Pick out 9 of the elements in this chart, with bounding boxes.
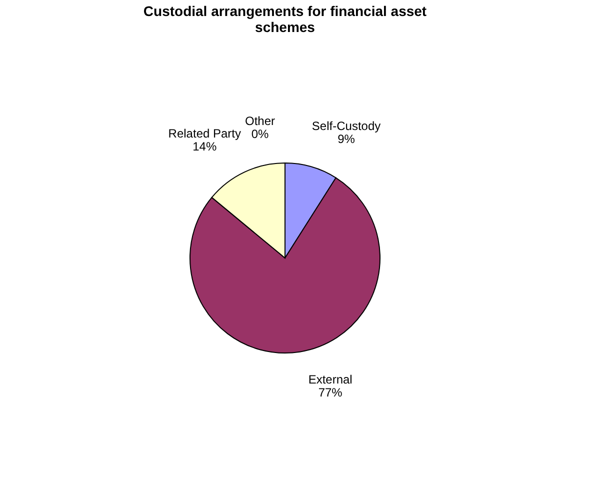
category-label: Other (244, 114, 276, 128)
data-label: 9% (338, 132, 356, 146)
chart-title: Custodial arrangements for financial asset schemes (143, 3, 427, 35)
slice-label: External (308, 372, 352, 386)
data-label: 77% (318, 385, 343, 400)
data-label: 14% (192, 139, 217, 154)
text: 0% (251, 127, 269, 141)
slice-label: Self-Custody (312, 119, 381, 134)
slice-label: Related Party (168, 126, 241, 140)
